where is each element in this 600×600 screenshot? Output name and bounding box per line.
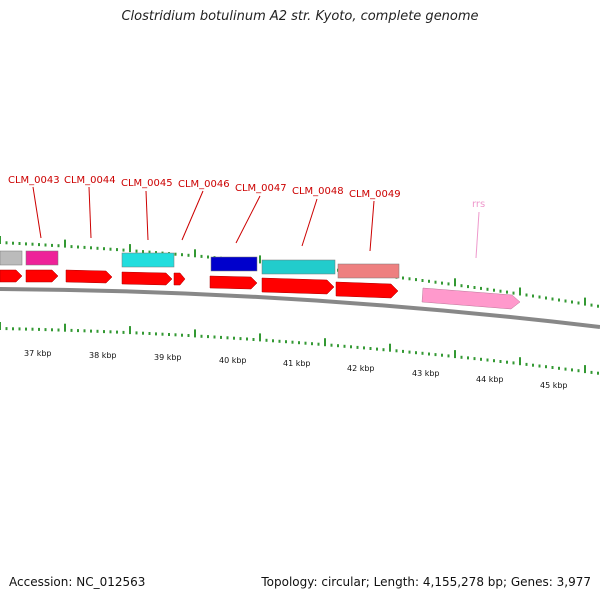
scale-label: 43 kbp (412, 369, 440, 378)
category-block (210, 256, 258, 272)
category-block (261, 259, 336, 275)
category-block (25, 250, 59, 266)
inner-tick-ring (0, 322, 599, 375)
scale-label: 44 kbp (476, 375, 504, 384)
gene-label-leader (369, 200, 375, 252)
category-block (0, 250, 23, 266)
gene-label: CLM_0044 (64, 175, 116, 186)
gene-label: CLM_0045 (121, 178, 173, 189)
rrs-feature (421, 287, 521, 310)
gene-label-leader (181, 190, 204, 241)
gene-label: CLM_0046 (178, 179, 230, 190)
cds-arrow (65, 269, 113, 284)
cds-arrow (173, 272, 186, 286)
genome-backbone (0, 287, 600, 329)
gene-label-leader (235, 195, 261, 244)
cds-arrow (25, 269, 59, 283)
gene-label-leader (88, 186, 92, 239)
gene-label: CLM_0047 (235, 183, 287, 194)
category-block (121, 252, 175, 268)
scale-label: 45 kbp (540, 381, 568, 390)
scale-label: 39 kbp (154, 353, 182, 362)
scale-label: 40 kbp (219, 356, 247, 365)
scale-label: 38 kbp (89, 351, 117, 360)
scale-label: 41 kbp (283, 359, 311, 368)
scale-label: 42 kbp (347, 364, 375, 373)
scale-label: 37 kbp (24, 349, 52, 358)
accession-text: Accession: NC_012563 (9, 575, 146, 589)
gene-label-leader (32, 186, 42, 239)
cds-arrow (335, 281, 399, 299)
cds-arrow (121, 271, 173, 286)
rrs-label: rrs (472, 199, 485, 210)
cds-arrow (261, 277, 335, 295)
gene-label-leader (145, 190, 149, 241)
genome-summary-text: Topology: circular; Length: 4,155,278 bp… (261, 575, 591, 589)
gene-label-leader (301, 198, 318, 247)
cds-arrow (0, 269, 23, 283)
category-block (337, 263, 400, 279)
rrs-label-leader (475, 211, 480, 259)
cds-arrow (209, 275, 258, 290)
map-title: Clostridium botulinum A2 str. Kyoto, com… (121, 9, 479, 24)
gene-label: CLM_0049 (349, 189, 401, 200)
gene-label: CLM_0043 (8, 175, 60, 186)
gene-label: CLM_0048 (292, 186, 344, 197)
